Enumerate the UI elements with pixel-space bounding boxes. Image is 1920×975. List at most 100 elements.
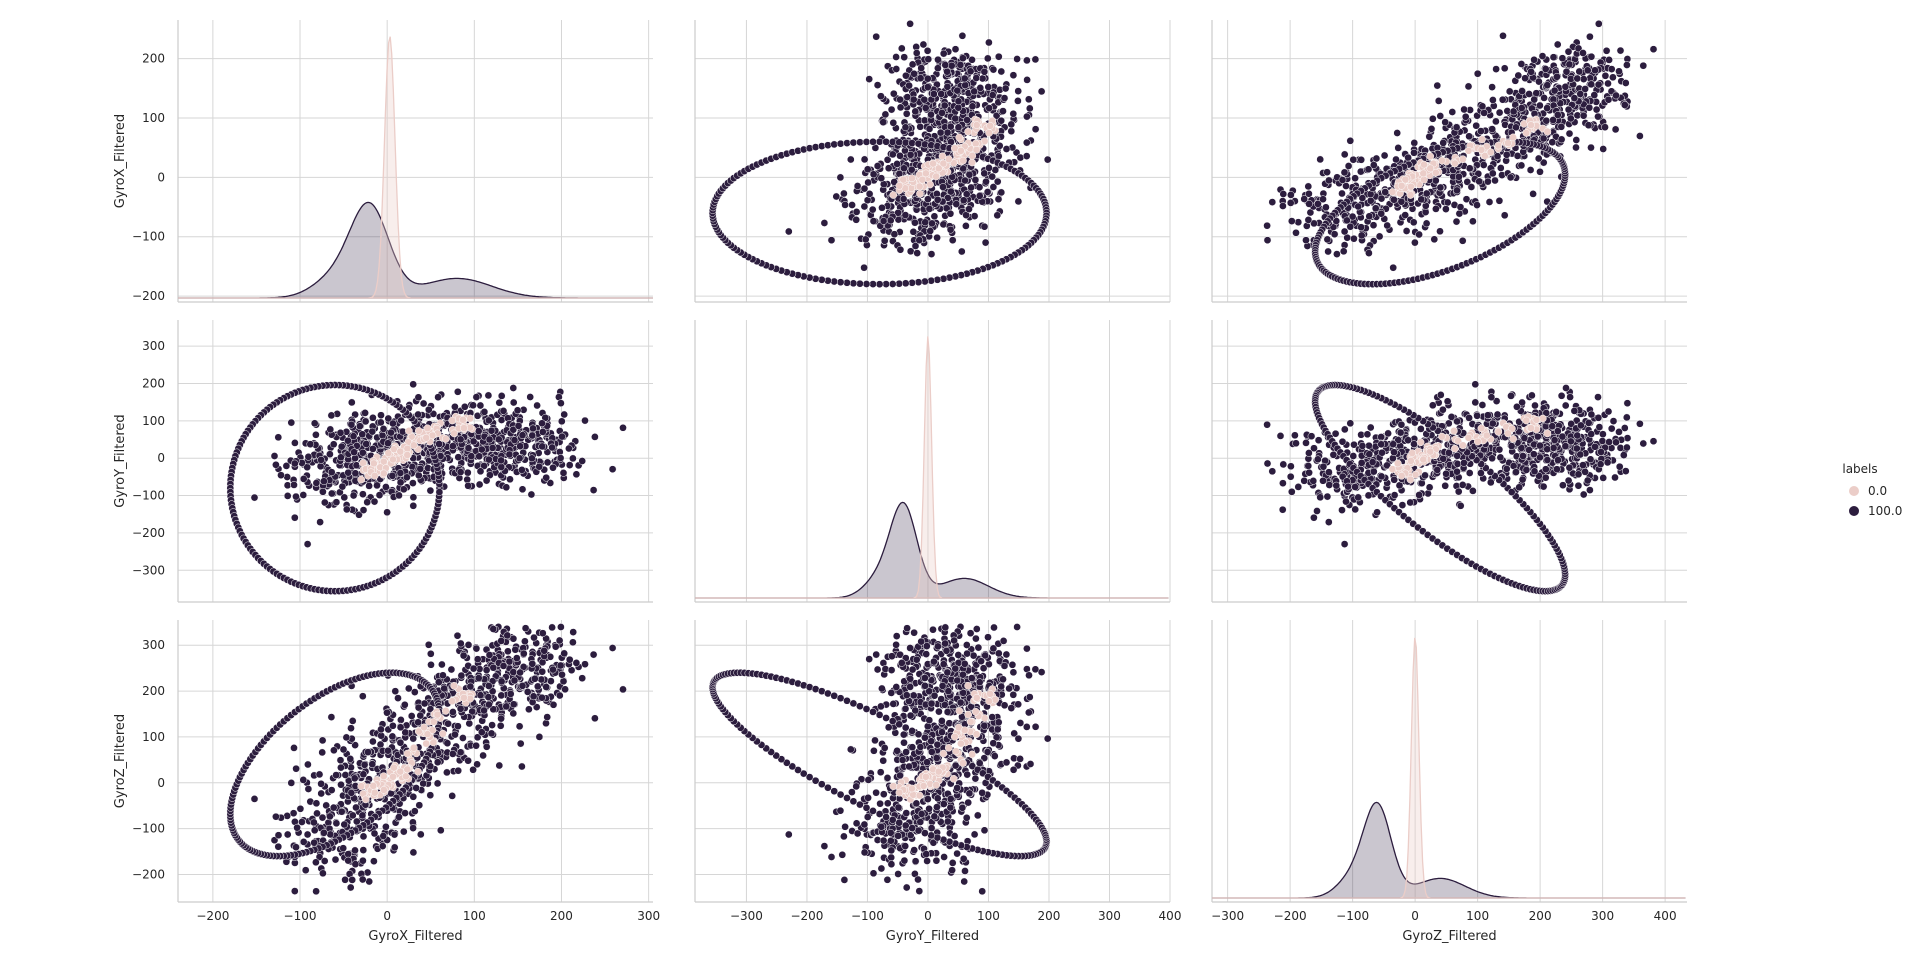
point [1455,209,1464,218]
point [1521,74,1529,83]
point [892,65,901,73]
point [399,485,408,494]
point [1616,46,1625,55]
point [1404,436,1412,445]
point [906,19,914,28]
point [475,480,484,489]
point [1439,405,1447,414]
point [1313,507,1321,515]
point [1599,145,1608,153]
panel-GyroY_Filtered-vs-GyroZ_Filtered [1211,320,1687,603]
point [1553,111,1562,119]
point [388,471,397,480]
point [1529,450,1538,459]
point [862,280,871,288]
point [895,138,904,147]
point [1354,493,1363,502]
point [291,439,299,447]
point [1458,236,1467,245]
y-tick-label: 200 [142,376,165,390]
point [1425,132,1434,141]
point [901,123,910,132]
point [1357,231,1366,240]
point [976,84,985,92]
point [1263,459,1272,468]
point [927,250,936,258]
scatter-series-100.0 [226,623,627,896]
point [337,453,345,462]
point [1007,120,1016,129]
point [1458,481,1467,489]
point [902,109,911,118]
point [997,188,1006,197]
point [344,468,353,477]
point [469,401,477,410]
point [1268,198,1277,206]
point [1601,123,1609,132]
scatter-series-100.0 [708,19,1052,289]
point [1649,437,1658,446]
point [1454,487,1463,496]
point [1504,429,1512,438]
point [1530,467,1539,476]
point [1587,410,1596,419]
point [1357,155,1366,164]
point [1573,74,1582,83]
point [913,249,922,257]
point [1426,152,1435,161]
point [1329,450,1338,459]
point [1598,437,1607,445]
point [327,713,336,721]
point [923,46,932,55]
y-axis-label: GyroY_Filtered [113,414,128,507]
point [1351,174,1359,183]
point [860,263,868,272]
point [1517,60,1526,68]
point [1365,441,1373,450]
point [316,462,325,471]
point [559,469,568,477]
point [888,150,897,159]
point [1478,102,1487,111]
point [1558,54,1567,63]
point [1410,139,1419,147]
point [1574,470,1583,479]
point [423,424,432,433]
point [1585,103,1594,112]
point [1594,19,1603,28]
point [509,384,518,392]
point [1493,410,1502,419]
point [361,417,370,426]
point [1584,121,1593,130]
point [326,450,334,459]
point [488,444,497,452]
point [414,393,423,402]
point [1037,87,1046,96]
point [896,103,905,112]
point [1581,468,1589,476]
point [1530,55,1538,64]
point [1492,65,1500,73]
point [1390,195,1398,204]
point [349,491,358,500]
point [875,280,884,289]
point [1433,81,1442,90]
point [337,442,346,451]
point [1294,218,1303,227]
point [1442,469,1450,478]
point [460,424,468,432]
point [1565,60,1574,69]
point [872,32,881,41]
point [608,465,617,474]
point [1419,169,1428,178]
point [1586,486,1594,494]
point [1304,182,1313,191]
point [290,481,298,489]
point [396,478,405,487]
point [464,481,472,490]
point [1392,155,1400,164]
point [1530,95,1539,104]
point [1390,475,1399,484]
point [1279,202,1287,210]
